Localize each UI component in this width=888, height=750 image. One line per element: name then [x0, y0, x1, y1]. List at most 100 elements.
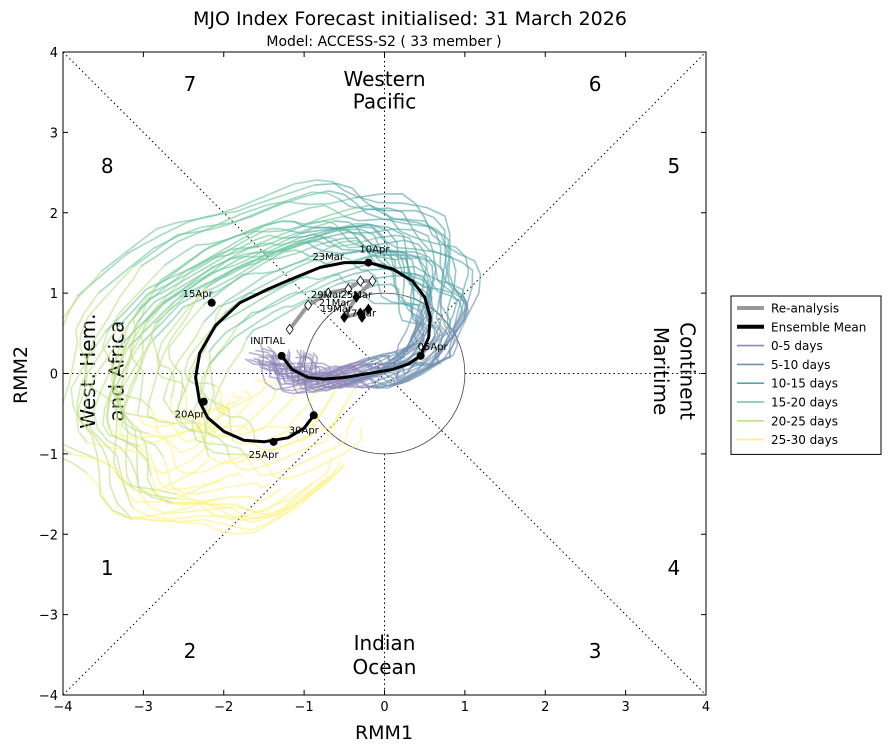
ensemble-member-line [154, 204, 370, 288]
legend-entry-label: Ensemble Mean [771, 320, 866, 334]
reanalysis-marker [304, 299, 313, 311]
legend-entry-label: 25-30 days [771, 433, 838, 447]
ensemble-member-line [337, 197, 460, 294]
ensemble-members [63, 179, 482, 535]
ensemble-member-line [152, 249, 303, 342]
ensemble-member-line [361, 292, 480, 389]
ensemble-member-line [333, 269, 424, 325]
ensemble-mean-date-label: 15Apr [183, 289, 214, 300]
legend-entry-label: 0-5 days [771, 339, 823, 353]
reanalysis-date-label: 25Mar [341, 290, 373, 301]
x-tick-label: 2 [541, 700, 549, 715]
reanalysis-marker [358, 311, 366, 323]
y-tick-label: 1 [50, 287, 58, 302]
reanalysis-date-label: 19Mar [320, 304, 352, 315]
ensemble-member-line [268, 351, 350, 389]
chart-title: MJO Index Forecast initialised: 31 March… [193, 8, 627, 30]
ensemble-mean-date-label: 30Apr [289, 425, 320, 436]
phase-number: 7 [184, 72, 197, 96]
reanalysis-date-label: 17Mar [345, 308, 377, 319]
reanalysis-date-label: 23Mar [312, 252, 344, 263]
reanalysis-date-label: 29Mar [311, 290, 343, 301]
legend-entry-label: Re-analysis [771, 302, 839, 316]
ensemble-member-line [75, 266, 134, 444]
ensemble-member-line [280, 349, 347, 386]
region-label-top: Western [343, 67, 425, 91]
ensemble-mean-marker [277, 351, 286, 360]
ensemble-member-line [162, 457, 269, 495]
ensemble-member-line [364, 293, 436, 361]
ensemble-member-line [117, 227, 290, 328]
ensemble-mean-marker [199, 397, 208, 406]
x-tick-label: −3 [134, 700, 153, 715]
region-label-bottom: Ocean [353, 655, 417, 679]
phase-number: 4 [667, 556, 680, 580]
ensemble-member-line [237, 273, 348, 326]
ensemble-member-line [203, 364, 261, 460]
legend-entry-label: 15-20 days [771, 396, 838, 410]
y-tick-label: −4 [39, 689, 58, 704]
ensemble-member-line [295, 356, 383, 385]
ensemble-member-line [304, 230, 431, 293]
ensemble-member-line [175, 379, 278, 437]
phase-number: 2 [184, 639, 197, 663]
ensemble-member-line [138, 220, 335, 310]
ensemble-member-line [212, 338, 256, 444]
chart-subtitle: Model: ACCESS-S2 ( 33 member ) [266, 34, 501, 50]
ensemble-member-line [246, 417, 354, 477]
ensemble-member-line [163, 228, 347, 305]
x-tick-label: −4 [53, 700, 72, 715]
ensemble-member-line [156, 287, 206, 393]
reanalysis-marker [352, 291, 361, 303]
ensemble-member-line [216, 379, 271, 412]
ensemble-member-line [127, 233, 313, 349]
ensemble-member-line [271, 355, 362, 378]
ensemble-member-line [71, 453, 210, 493]
ensemble-member-line [148, 433, 245, 475]
ensemble-member-line [162, 321, 210, 457]
legend-box [730, 295, 882, 455]
y-tick-label: 3 [50, 126, 58, 141]
ensemble-member-line [102, 308, 140, 448]
ensemble-member-line [100, 179, 333, 273]
phase-number: 3 [589, 639, 602, 663]
y-axis-label: RMM2 [10, 346, 32, 404]
y-tick-label: −1 [39, 448, 58, 463]
x-tick-label: 4 [702, 700, 710, 715]
ensemble-mean-date-label: 05Apr [418, 342, 449, 353]
reanalysis-marker [356, 275, 365, 287]
ensemble-member-line [185, 391, 243, 419]
phase-number: 6 [589, 72, 602, 96]
ensemble-mean-marker [416, 351, 425, 360]
ensemble-member-line [372, 302, 467, 384]
phase-number: 1 [101, 556, 114, 580]
region-label-right: Continent [675, 322, 699, 420]
ensemble-mean-line [194, 261, 432, 444]
region-label-right: Maritime [649, 327, 673, 415]
x-axis-label: RMM1 [355, 722, 413, 744]
ensemble-member-line [334, 220, 437, 304]
ensemble-mean-date-label: INITIAL [250, 336, 285, 347]
ensemble-member-line [150, 475, 282, 506]
reanalysis-marker [340, 311, 349, 323]
ensemble-member-line [259, 427, 363, 481]
ensemble-member-line [63, 292, 99, 460]
region-label-top: Pacific [353, 89, 417, 113]
legend-entry-label: 20-25 days [771, 414, 838, 428]
ensemble-member-line [132, 191, 339, 268]
ensemble-member-line [354, 192, 482, 294]
ensemble-member-line [296, 349, 369, 390]
ensemble-member-line [153, 389, 252, 443]
y-tick-label: 4 [50, 46, 58, 61]
reanalysis-marker [324, 287, 333, 299]
reanalysis-marker [364, 303, 373, 315]
x-tick-label: 3 [621, 700, 629, 715]
ensemble-mean-marker [309, 411, 318, 420]
ensemble-member-line [368, 318, 460, 390]
x-tick-label: 1 [461, 700, 469, 715]
ensemble-member-line [108, 423, 220, 454]
ensemble-mean-marker [364, 258, 373, 267]
ensemble-member-line [362, 289, 434, 363]
phase-number: 8 [101, 154, 114, 178]
